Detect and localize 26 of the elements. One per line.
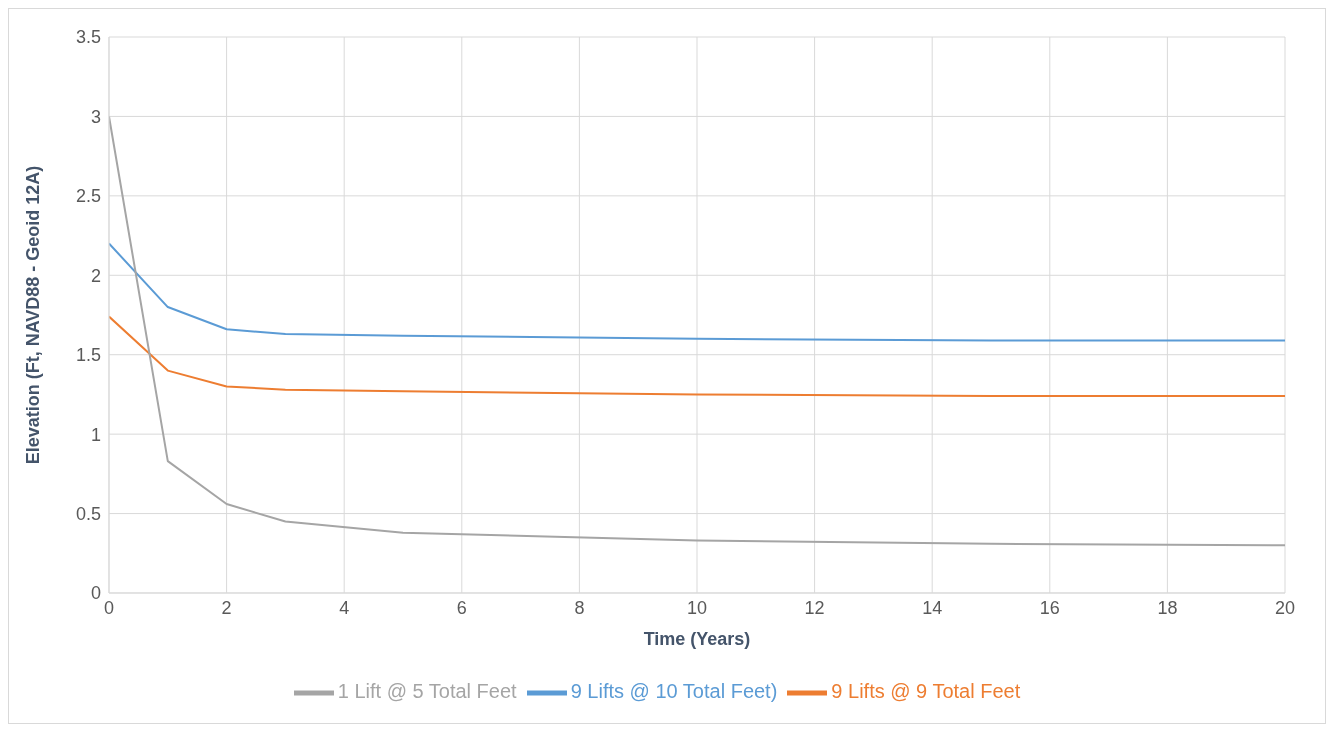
legend-label: 9 Lifts @ 9 Total Feet bbox=[831, 680, 1021, 703]
x-tick-label: 0 bbox=[103, 597, 115, 618]
legend-label: 1 Lift @ 5 Total Feet bbox=[337, 680, 517, 703]
x-axis-title: Time (Years) bbox=[643, 629, 751, 649]
x-tick-label: 10 bbox=[686, 597, 708, 618]
y-tick-label: 0.5 bbox=[75, 503, 101, 524]
x-tick-label: 14 bbox=[922, 597, 943, 618]
y-tick-label: 3 bbox=[90, 106, 101, 127]
legend-label: 9 Lifts @ 10 Total Feet) bbox=[570, 680, 778, 703]
x-tick-label: 6 bbox=[456, 597, 467, 618]
y-tick-label: 3.5 bbox=[75, 27, 101, 48]
x-tick-label: 20 bbox=[1274, 597, 1296, 618]
y-tick-label: 0 bbox=[90, 583, 101, 604]
x-tick-label: 18 bbox=[1157, 597, 1178, 618]
y-tick-label: 1 bbox=[90, 424, 101, 445]
x-tick-label: 8 bbox=[574, 597, 585, 618]
x-tick-label: 2 bbox=[221, 597, 232, 618]
x-tick-label: 4 bbox=[339, 597, 350, 618]
y-tick-label: 2 bbox=[90, 265, 101, 286]
y-axis-title: Elevation (Ft, NAVD88 - Geoid 12A) bbox=[23, 165, 44, 465]
y-tick-label: 1.5 bbox=[75, 345, 101, 366]
x-tick-label: 12 bbox=[804, 597, 825, 618]
x-tick-label: 16 bbox=[1039, 597, 1060, 618]
line-series bbox=[109, 242, 1285, 342]
line-series bbox=[109, 315, 1285, 398]
y-tick-label: 2.5 bbox=[75, 186, 101, 207]
